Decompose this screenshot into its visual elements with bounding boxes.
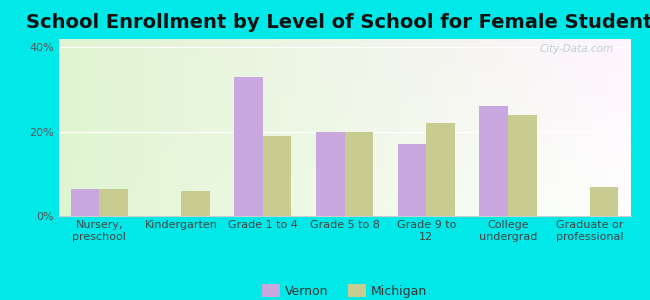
Bar (71, 189, 99, 216)
Bar (508, 115, 536, 216)
Bar (344, 132, 373, 216)
Bar (398, 144, 426, 216)
Bar (316, 132, 344, 216)
Title: School Enrollment by Level of School for Female Students: School Enrollment by Level of School for… (25, 13, 650, 32)
Bar (99, 189, 128, 216)
Legend: Vernon, Michigan: Vernon, Michigan (257, 279, 432, 300)
Bar (479, 106, 508, 216)
Bar (181, 191, 210, 216)
Bar (234, 77, 263, 216)
Text: City-Data.com: City-Data.com (540, 44, 614, 54)
Bar (263, 136, 291, 216)
Bar (590, 187, 618, 216)
Bar (426, 123, 455, 216)
